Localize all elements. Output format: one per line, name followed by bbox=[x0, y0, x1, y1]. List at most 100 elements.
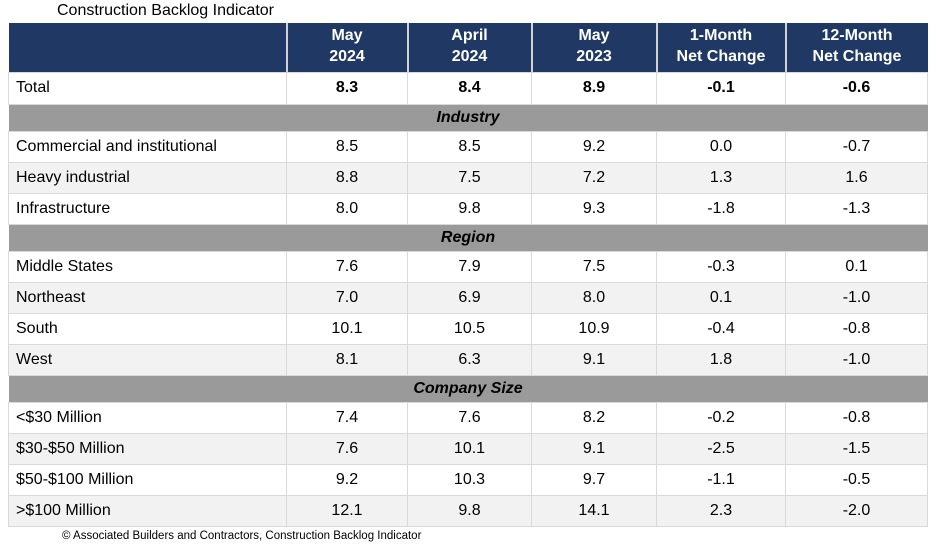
section-header-region: Region bbox=[8, 224, 928, 251]
row-label: Northeast bbox=[8, 281, 287, 314]
cell-value: 10.1 bbox=[407, 432, 532, 465]
table-row: South 10.1 10.5 10.9 -0.4 -0.8 bbox=[8, 312, 928, 345]
cell-value: 8.5 bbox=[286, 130, 408, 163]
cell-value: -0.2 bbox=[656, 401, 786, 434]
cell-value: 0.1 bbox=[785, 250, 928, 283]
table-row: >$100 Million 12.1 9.8 14.1 2.3 -2.0 bbox=[8, 494, 928, 527]
cell-value: 1.8 bbox=[656, 343, 786, 376]
row-label: <$30 Million bbox=[8, 401, 287, 434]
cell-value: 1.6 bbox=[785, 161, 928, 194]
cell-value: 7.0 bbox=[286, 281, 408, 314]
cell-value: 7.6 bbox=[286, 250, 408, 283]
column-header-empty bbox=[8, 23, 287, 72]
cell-value: -1.1 bbox=[656, 463, 786, 496]
cell-value: -1.8 bbox=[656, 192, 786, 225]
cell-value: -0.3 bbox=[656, 250, 786, 283]
row-label: Commercial and institutional bbox=[8, 130, 287, 163]
cell-value: 2.3 bbox=[656, 494, 786, 527]
cell-value: 6.9 bbox=[407, 281, 532, 314]
row-label: Middle States bbox=[8, 250, 287, 283]
cell-value: 10.9 bbox=[531, 312, 657, 345]
section-header-label: Region bbox=[8, 224, 928, 251]
cell-value: 8.8 bbox=[286, 161, 408, 194]
cell-value: 9.1 bbox=[531, 343, 657, 376]
table-row: $30-$50 Million 7.6 10.1 9.1 -2.5 -1.5 bbox=[8, 432, 928, 465]
cell-value: 1.3 bbox=[656, 161, 786, 194]
cell-value: 6.3 bbox=[407, 343, 532, 376]
cell-value: 8.0 bbox=[286, 192, 408, 225]
cell-value: -0.7 bbox=[785, 130, 928, 163]
cell-value: 8.3 bbox=[286, 71, 408, 105]
cell-value: 9.1 bbox=[531, 432, 657, 465]
section-header-industry: Industry bbox=[8, 104, 928, 131]
cell-value: 7.5 bbox=[407, 161, 532, 194]
cell-value: 7.4 bbox=[286, 401, 408, 434]
cell-value: 14.1 bbox=[531, 494, 657, 527]
cell-value: 8.0 bbox=[531, 281, 657, 314]
cell-value: 9.8 bbox=[407, 494, 532, 527]
cell-value: 7.6 bbox=[407, 401, 532, 434]
cell-value: 8.1 bbox=[286, 343, 408, 376]
column-header-may-2024: May 2024 bbox=[285, 23, 408, 72]
cell-value: -0.8 bbox=[785, 401, 928, 434]
cell-value: 7.5 bbox=[531, 250, 657, 283]
row-label: >$100 Million bbox=[8, 494, 287, 527]
column-header-1-month-net-change: 1-Month Net Change bbox=[655, 23, 786, 72]
cell-value: -1.5 bbox=[785, 432, 928, 465]
backlog-table: May 2024 April 2024 May 2023 1-Month Net… bbox=[8, 23, 928, 527]
cell-value: -0.6 bbox=[785, 71, 928, 105]
cell-value: -2.5 bbox=[656, 432, 786, 465]
cell-value: 12.1 bbox=[286, 494, 408, 527]
cell-value: 0.0 bbox=[656, 130, 786, 163]
cell-value: 9.3 bbox=[531, 192, 657, 225]
table-row: Infrastructure 8.0 9.8 9.3 -1.8 -1.3 bbox=[8, 192, 928, 225]
cell-value: 0.1 bbox=[656, 281, 786, 314]
cell-value: -1.3 bbox=[785, 192, 928, 225]
cell-value: 7.6 bbox=[286, 432, 408, 465]
cell-value: 9.2 bbox=[531, 130, 657, 163]
cell-value: 9.7 bbox=[531, 463, 657, 496]
cell-value: 7.2 bbox=[531, 161, 657, 194]
table-row: Commercial and institutional 8.5 8.5 9.2… bbox=[8, 130, 928, 163]
row-label: Total bbox=[8, 71, 287, 105]
column-header-12-month-net-change: 12-Month Net Change bbox=[784, 23, 928, 72]
section-header-label: Industry bbox=[8, 104, 928, 131]
cell-value: 10.1 bbox=[286, 312, 408, 345]
row-label: $30-$50 Million bbox=[8, 432, 287, 465]
table-row-total: Total 8.3 8.4 8.9 -0.1 -0.6 bbox=[8, 71, 928, 105]
table-row: Northeast 7.0 6.9 8.0 0.1 -1.0 bbox=[8, 281, 928, 314]
table-row: Heavy industrial 8.8 7.5 7.2 1.3 1.6 bbox=[8, 161, 928, 194]
cell-value: 9.8 bbox=[407, 192, 532, 225]
cell-value: 10.5 bbox=[407, 312, 532, 345]
table-row: Middle States 7.6 7.9 7.5 -0.3 0.1 bbox=[8, 250, 928, 283]
row-label: Infrastructure bbox=[8, 192, 287, 225]
column-header-may-2023: May 2023 bbox=[530, 23, 657, 72]
cell-value: 8.2 bbox=[531, 401, 657, 434]
column-header-april-2024: April 2024 bbox=[406, 23, 532, 72]
cell-value: 10.3 bbox=[407, 463, 532, 496]
section-header-label: Company Size bbox=[8, 375, 928, 402]
row-label: South bbox=[8, 312, 287, 345]
table-row: West 8.1 6.3 9.1 1.8 -1.0 bbox=[8, 343, 928, 376]
cell-value: -0.5 bbox=[785, 463, 928, 496]
cell-value: 8.9 bbox=[531, 71, 657, 105]
cell-value: 9.2 bbox=[286, 463, 408, 496]
cell-value: 8.4 bbox=[407, 71, 532, 105]
cell-value: -1.0 bbox=[785, 281, 928, 314]
cell-value: -0.1 bbox=[656, 71, 786, 105]
section-header-company-size: Company Size bbox=[8, 375, 928, 402]
cell-value: 7.9 bbox=[407, 250, 532, 283]
page-title: Construction Backlog Indicator bbox=[57, 2, 274, 19]
cell-value: -2.0 bbox=[785, 494, 928, 527]
source-attribution: © Associated Builders and Contractors, C… bbox=[62, 529, 422, 542]
cell-value: 8.5 bbox=[407, 130, 532, 163]
cell-value: -0.4 bbox=[656, 312, 786, 345]
row-label: West bbox=[8, 343, 287, 376]
row-label: $50-$100 Million bbox=[8, 463, 287, 496]
cell-value: -1.0 bbox=[785, 343, 928, 376]
row-label: Heavy industrial bbox=[8, 161, 287, 194]
header-row: May 2024 April 2024 May 2023 1-Month Net… bbox=[8, 23, 928, 72]
table-row: <$30 Million 7.4 7.6 8.2 -0.2 -0.8 bbox=[8, 401, 928, 434]
table-row: $50-$100 Million 9.2 10.3 9.7 -1.1 -0.5 bbox=[8, 463, 928, 496]
cell-value: -0.8 bbox=[785, 312, 928, 345]
